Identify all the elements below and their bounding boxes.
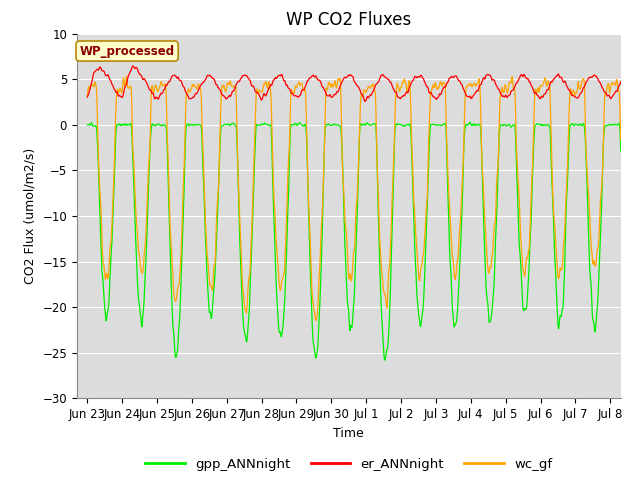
Text: WP_processed: WP_processed bbox=[79, 45, 175, 58]
Title: WP CO2 Fluxes: WP CO2 Fluxes bbox=[286, 11, 412, 29]
X-axis label: Time: Time bbox=[333, 427, 364, 440]
Y-axis label: CO2 Flux (umol/m2/s): CO2 Flux (umol/m2/s) bbox=[24, 148, 36, 284]
Legend: gpp_ANNnight, er_ANNnight, wc_gf: gpp_ANNnight, er_ANNnight, wc_gf bbox=[140, 453, 557, 476]
